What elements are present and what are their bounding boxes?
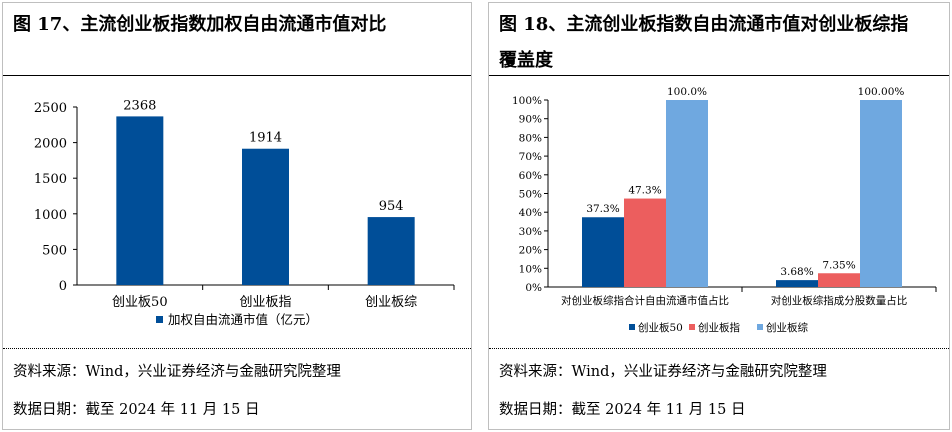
bar-2 [242,148,289,285]
data-label: 47.3% [628,185,661,197]
y-tick-label: 80% [519,132,542,144]
y-tick-label: 2500 [34,101,67,116]
x-category-label: 创业板综 [365,295,417,310]
figure-18-title-divider [489,75,949,76]
figure-17-date: 数据日期：截至 2024 年 11 月 15 日 [13,402,260,418]
figure-18-date: 数据日期：截至 2024 年 11 月 15 日 [499,402,746,418]
x-category-label: 创业板50 [112,295,168,310]
y-tick-label: 50% [519,189,542,201]
data-label: 1914 [249,131,282,146]
legend-label: 加权自由流通市值（亿元） [168,312,318,327]
x-category-label: 创业板指 [239,295,291,310]
bar-创业板50-1 [582,217,624,287]
bar-1 [116,116,164,285]
data-label: 100.00% [858,86,905,98]
figure-17-title: 图 17、主流创业板指数加权自由流通市值对比 [13,14,387,35]
figure-18-title-line2: 覆盖度 [499,50,553,71]
y-tick-label: 100% [512,95,542,107]
figure-18-source: 资料来源：Wind，兴业证券经济与金融研究院整理 [499,364,827,380]
data-label: 954 [379,199,404,214]
data-label: 7.35% [822,259,855,271]
legend-label: 创业板指 [698,321,740,334]
figure-17-chart: 0 500 1000 1500 2000 2500 2368 创业板50 1914 创业板指 954… [34,98,455,327]
y-tick-label: 10% [519,263,542,275]
y-tick-label: 1000 [34,208,67,223]
data-label: 3.68% [780,266,813,278]
y-tick-label: 40% [519,207,542,219]
figure-18-panel: 图 18、主流创业板指数自由流通市值对创业板综指 覆盖度 0% 10% 20% 30%… [488,2,950,430]
x-category-label: 对创业板综指合计自由流通市值占比 [561,294,729,307]
y-tick-label: 0 [59,279,67,294]
figure-18-title-line1: 图 18、主流创业板指数自由流通市值对创业板综指 [499,14,909,35]
legend-swatch [629,324,635,330]
legend-label: 创业板50 [638,321,683,334]
figure-18-chart: 0% 10% 20% 30% 40% 50% 60% 70% 80% 90% 100% 37.3% 47… [512,86,937,334]
bar-3 [367,217,415,285]
data-label: 100.0% [667,86,707,98]
data-label: 2368 [123,98,156,113]
y-tick-label: 2000 [34,137,67,152]
bar-创业板指-2 [818,273,860,287]
x-category-label: 对创业板综指成分股数量占比 [771,294,908,307]
figure-17-title-divider [3,75,471,76]
y-tick-label: 90% [519,114,542,126]
y-tick-label: 60% [519,170,542,182]
legend-label: 创业板综 [766,321,808,334]
figure-17-panel: 图 17、主流创业板指数加权自由流通市值对比 0 500 1000 1500 2000 2… [2,2,472,430]
data-label: 37.3% [586,203,619,215]
y-tick-label: 20% [519,245,542,257]
bar-创业板综-1 [666,100,708,287]
figure-17-source-divider [3,348,471,349]
legend-swatch [757,324,763,330]
bar-创业板综-2 [860,100,902,287]
y-tick-label: 500 [42,243,67,258]
y-tick-label: 30% [519,226,542,238]
figure-18-title: 图 18、主流创业板指数自由流通市值对创业板综指 覆盖度 [499,9,941,77]
bar-创业板指-1 [624,198,666,287]
legend-swatch [156,316,163,323]
y-tick-label: 1500 [34,172,67,187]
y-tick-label: 0% [525,282,542,294]
figure-17-source: 资料来源：Wind，兴业证券经济与金融研究院整理 [13,364,341,380]
y-tick-label: 70% [519,151,542,163]
bar-创业板50-2 [776,280,818,287]
figure-18-source-divider [489,348,949,349]
legend-swatch [689,324,695,330]
